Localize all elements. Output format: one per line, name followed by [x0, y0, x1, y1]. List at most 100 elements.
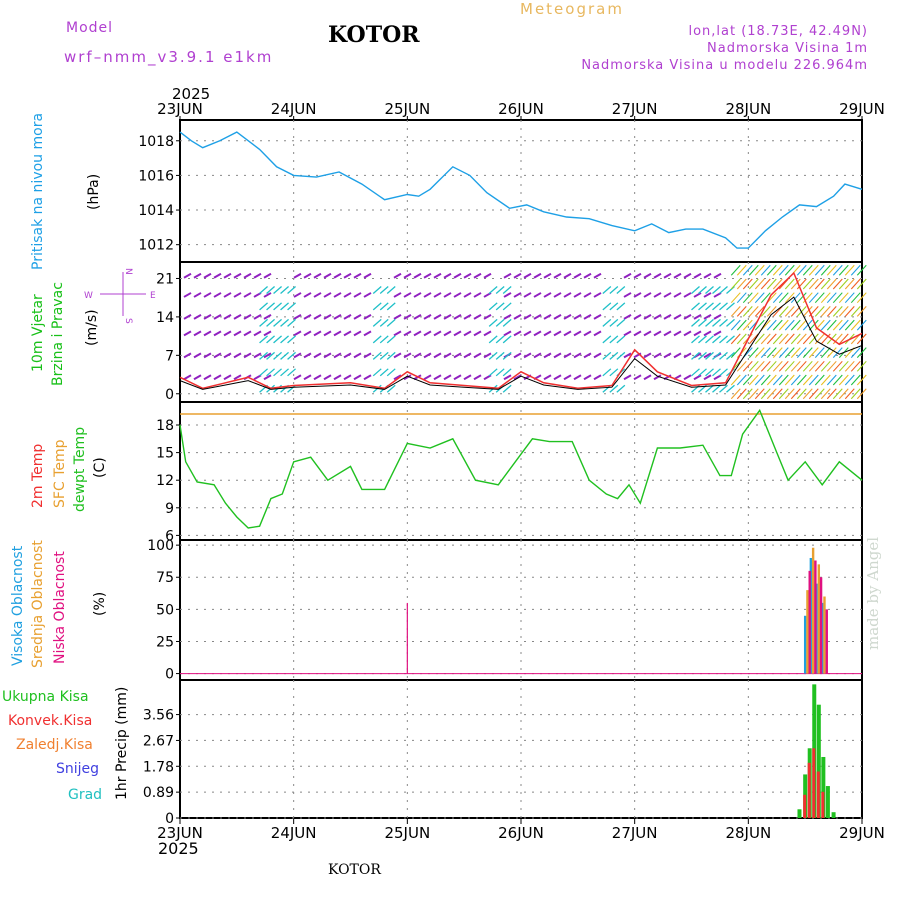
wind-arrow	[393, 374, 402, 381]
wind-arrow	[363, 292, 372, 298]
wind-arrow-storm	[784, 333, 795, 345]
wind-arrow	[483, 272, 492, 279]
wind-arrow	[523, 330, 532, 337]
wind-arrow-storm	[766, 360, 777, 372]
wind-arrow-storm	[856, 292, 867, 304]
wind-arrow	[403, 272, 412, 279]
wind-arrow	[653, 352, 662, 359]
wind-arrow-storm	[844, 306, 855, 317]
wind-arrow-cyan	[616, 302, 626, 311]
wind-arrow	[623, 374, 632, 381]
wind-arrow-storm	[820, 264, 831, 276]
wind-arrow-storm	[808, 360, 819, 372]
wind-arrow	[193, 352, 202, 359]
wind-arrow-storm	[784, 306, 795, 317]
wind-arrow	[583, 330, 592, 337]
wind-arrow	[423, 314, 432, 320]
wind-arrow	[703, 374, 712, 381]
wind-arrow-cyan	[691, 318, 700, 327]
wind-arrow	[483, 352, 492, 359]
wind-arrow-storm	[796, 333, 807, 345]
wind-arrow-cyan	[273, 368, 282, 377]
wind-arrow	[673, 292, 682, 298]
wind-arrow-cyan	[495, 368, 505, 377]
wind-arrow-storm	[796, 374, 807, 386]
panel-frame-5	[179, 679, 863, 819]
wind-arrow	[403, 292, 412, 298]
wind-arrow-storm	[844, 374, 855, 386]
wind-arrow	[193, 272, 202, 279]
wind-arrow-storm	[760, 319, 771, 331]
wind-arrow-cyan	[379, 351, 389, 360]
wind-arrow	[683, 292, 692, 298]
wind-arrow-cyan	[287, 318, 296, 327]
precip-bar	[803, 794, 807, 818]
wind-arrow	[413, 330, 422, 337]
wind-arrow-cyan	[266, 368, 275, 377]
y-tick-label: 75	[156, 570, 174, 586]
wind-arrow-storm	[808, 278, 819, 290]
wind-arrow-storm	[850, 374, 861, 386]
wind-arrow-storm	[856, 360, 867, 372]
wind-arrow-storm	[838, 333, 849, 345]
wind-arrow-cyan	[386, 335, 396, 344]
wind-arrow	[343, 314, 352, 320]
wind-arrow	[203, 330, 212, 337]
wind-arrow-storm	[754, 360, 765, 372]
wind-arrow	[503, 330, 512, 337]
y-tick-label: 12	[156, 473, 174, 489]
wind-arrow	[303, 374, 312, 381]
wind-arrow-storm	[796, 278, 807, 290]
wind-arrow	[333, 314, 342, 320]
wind-arrow-cyan	[259, 351, 268, 360]
wind-arrow-storm	[820, 306, 831, 317]
wind-arrow-storm	[784, 292, 795, 304]
wind-arrow-storm	[736, 333, 747, 345]
wind-arrow-cyan	[287, 335, 296, 344]
wind-arrow-cyan	[386, 384, 396, 393]
wind-arrow-storm	[790, 347, 801, 358]
wind-arrow-storm	[850, 264, 861, 276]
wind-arrow	[553, 330, 562, 337]
wind-arrow	[593, 374, 602, 381]
wind-arrow-storm	[796, 388, 807, 400]
wind-arrow	[243, 314, 252, 320]
wind-arrow	[473, 330, 482, 337]
wind-arrow-storm	[766, 347, 777, 358]
y-tick-label: 7	[165, 348, 174, 364]
wind-arrow-cyan	[726, 318, 735, 327]
wind-arrow	[333, 352, 342, 359]
wind-arrow	[293, 352, 302, 359]
y-tick-label: 14	[156, 310, 174, 326]
wind-arrow	[423, 374, 432, 381]
top-tick-label: 27JUN	[612, 100, 658, 118]
wind-arrow-cyan	[502, 351, 512, 360]
wind-arrow-cyan	[602, 318, 612, 327]
wind-arrow	[503, 292, 512, 298]
wind-arrow-storm	[772, 319, 783, 331]
wind-arrow	[693, 330, 702, 337]
bottom-tick-label: 27JUN	[612, 824, 658, 842]
wind-arrow	[543, 314, 552, 320]
wind-arrow-cyan	[273, 335, 282, 344]
wind-arrow	[293, 330, 302, 337]
wind-arrow	[193, 374, 202, 381]
wind-arrow-cyan	[280, 351, 289, 360]
wind-arrow-storm	[844, 278, 855, 290]
wind-arrow-cyan	[691, 368, 700, 377]
wind-arrow-storm	[742, 388, 753, 400]
wind-arrow	[463, 292, 472, 298]
wind-arrow	[663, 272, 672, 279]
temp-dew-label: dewpt Temp	[72, 427, 88, 512]
wind-arrow-cyan	[719, 335, 728, 344]
wind-arrow-storm	[814, 388, 825, 400]
wind-arrow	[293, 292, 302, 298]
y-tick-label: 1018	[138, 134, 174, 150]
precip-bar	[807, 762, 811, 818]
wind-arrow	[453, 292, 462, 298]
wind-arrow-cyan	[488, 285, 498, 294]
wind-arrow	[263, 292, 272, 298]
wind-arrow	[653, 330, 662, 337]
wind-arrow-storm	[784, 278, 795, 290]
wind-arrow	[263, 314, 272, 320]
